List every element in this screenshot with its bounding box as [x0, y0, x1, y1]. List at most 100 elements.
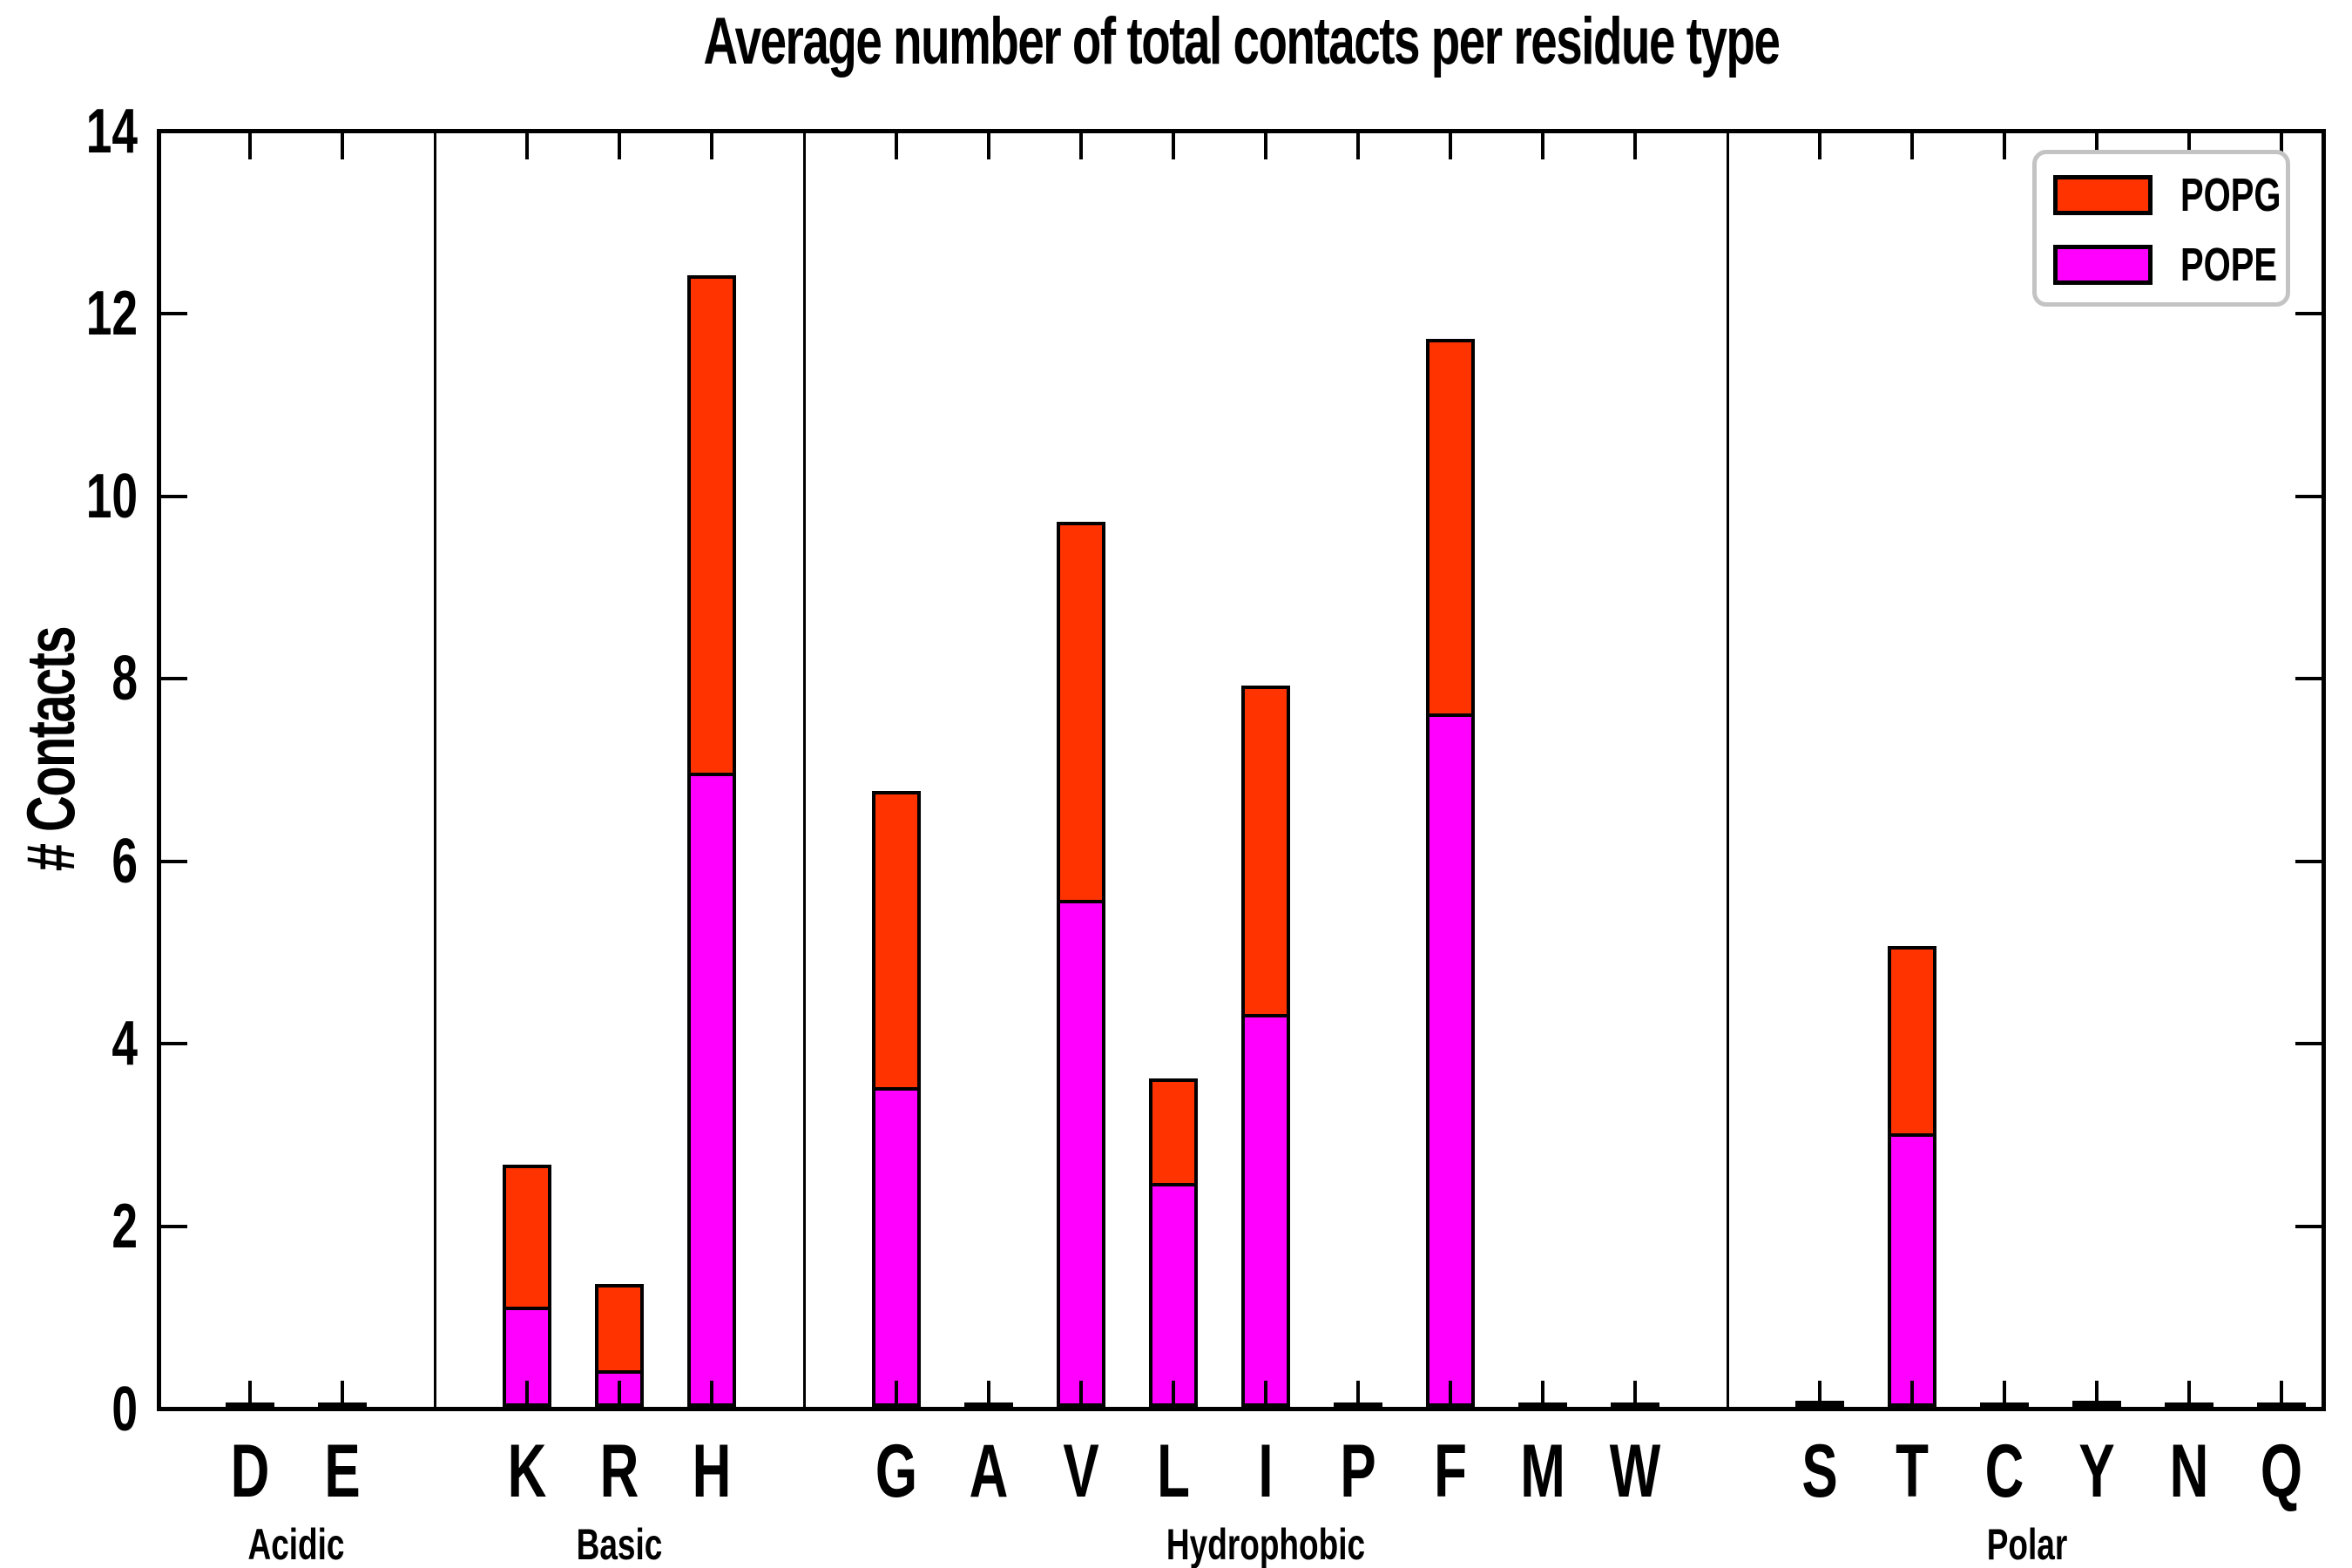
x-tick-bottom-E: [341, 1381, 344, 1407]
x-tick-label-E: E: [324, 1429, 361, 1513]
x-tick-label-L: L: [1157, 1429, 1190, 1513]
group-separator: [433, 133, 436, 1407]
group-label-basic: Basic: [576, 1520, 663, 1568]
y-tick-right: [2295, 1224, 2322, 1228]
x-tick-bottom-S: [1818, 1381, 1821, 1407]
x-tick-label-P: P: [1340, 1429, 1376, 1513]
x-tick-bottom-P: [1356, 1381, 1360, 1407]
x-tick-bottom-K: [525, 1381, 529, 1407]
x-tick-top-L: [1172, 133, 1175, 159]
y-tick-label: 12: [85, 279, 138, 349]
y-tick-right: [2295, 494, 2322, 498]
y-tick-right: [2295, 129, 2322, 133]
bar-segment-popg-V: [1060, 524, 1102, 904]
x-tick-top-W: [1633, 133, 1637, 159]
y-tick-right: [2295, 859, 2322, 863]
bar-V: [1057, 521, 1105, 1407]
x-tick-top-D: [248, 133, 252, 159]
x-tick-bottom-R: [618, 1381, 621, 1407]
x-tick-top-G: [895, 133, 898, 159]
y-tick-right: [2295, 312, 2322, 316]
x-tick-label-Y: Y: [2078, 1429, 2115, 1513]
x-tick-label-S: S: [1801, 1429, 1838, 1513]
y-tick-right: [2295, 1042, 2322, 1046]
x-tick-label-F: F: [1434, 1429, 1467, 1513]
group-separator: [802, 133, 806, 1407]
x-tick-label-R: R: [599, 1429, 639, 1513]
y-tick-right: [2295, 1407, 2322, 1411]
x-tick-label-H: H: [692, 1429, 732, 1513]
x-tick-top-E: [341, 133, 344, 159]
bar-I: [1241, 686, 1290, 1407]
bar-segment-popg-K: [506, 1168, 548, 1310]
y-tick-label: 6: [112, 826, 138, 896]
group-label-hydrophobic: Hydrophobic: [1166, 1520, 1366, 1568]
bar-R: [595, 1283, 644, 1407]
y-tick-right: [2295, 677, 2322, 681]
y-tick-label: 0: [112, 1374, 138, 1444]
x-tick-bottom-N: [2187, 1381, 2191, 1407]
x-tick-label-T: T: [1896, 1429, 1929, 1513]
y-tick-label: 2: [112, 1191, 138, 1261]
bar-H: [687, 274, 736, 1407]
x-tick-label-V: V: [1063, 1429, 1099, 1513]
bar-segment-popg-T: [1891, 949, 1933, 1137]
x-tick-bottom-W: [1633, 1381, 1637, 1407]
bar-T: [1888, 945, 1936, 1407]
bar-G: [872, 790, 921, 1407]
chart-title: Average number of total contacts per res…: [703, 4, 1781, 78]
y-tick-label: 14: [85, 96, 138, 166]
x-tick-bottom-I: [1264, 1381, 1267, 1407]
x-tick-top-M: [1541, 133, 1544, 159]
x-tick-label-W: W: [1609, 1429, 1661, 1513]
x-tick-bottom-M: [1541, 1381, 1544, 1407]
bar-segment-popg-I: [1245, 689, 1287, 1018]
y-tick-left: [161, 677, 187, 681]
x-tick-label-D: D: [230, 1429, 270, 1513]
x-tick-bottom-C: [2003, 1381, 2006, 1407]
bar-F: [1426, 339, 1475, 1407]
y-tick-left: [161, 859, 187, 863]
y-tick-label: 8: [112, 644, 138, 714]
y-tick-label: 10: [85, 461, 138, 531]
x-tick-bottom-L: [1172, 1381, 1175, 1407]
bar-segment-popg-H: [691, 278, 733, 776]
y-tick-left: [161, 312, 187, 316]
x-tick-label-A: A: [969, 1429, 1009, 1513]
group-label-polar: Polar: [1986, 1520, 2067, 1568]
x-tick-label-Q: Q: [2260, 1429, 2303, 1513]
bar-segment-popg-G: [875, 794, 917, 1092]
y-tick-label: 4: [112, 1009, 138, 1079]
x-tick-bottom-H: [710, 1381, 713, 1407]
x-tick-bottom-D: [248, 1381, 252, 1407]
x-tick-top-Q: [2280, 133, 2283, 159]
x-tick-label-N: N: [2169, 1429, 2209, 1513]
group-separator: [1726, 133, 1729, 1407]
legend: POPG POPE: [2032, 150, 2290, 307]
legend-label-popg: POPG: [2180, 169, 2281, 221]
bar-segment-popg-F: [1429, 342, 1471, 717]
y-tick-left: [161, 494, 187, 498]
x-tick-bottom-T: [1910, 1381, 1914, 1407]
x-tick-bottom-Y: [2095, 1381, 2099, 1407]
x-tick-top-T: [1910, 133, 1914, 159]
x-tick-bottom-F: [1449, 1381, 1452, 1407]
x-tick-top-I: [1264, 133, 1267, 159]
x-tick-top-C: [2003, 133, 2006, 159]
bar-segment-popg-R: [598, 1287, 640, 1375]
x-tick-top-S: [1818, 133, 1821, 159]
x-tick-label-I: I: [1258, 1429, 1274, 1513]
x-tick-bottom-Q: [2280, 1381, 2283, 1407]
x-tick-top-F: [1449, 133, 1452, 159]
y-tick-left: [161, 129, 187, 133]
legend-swatch-pope: [2053, 245, 2153, 285]
bar-K: [503, 1165, 551, 1407]
group-label-acidic: Acidic: [247, 1520, 345, 1568]
x-tick-label-G: G: [875, 1429, 918, 1513]
x-tick-top-N: [2187, 133, 2191, 159]
x-tick-top-Y: [2095, 133, 2099, 159]
x-tick-label-M: M: [1520, 1429, 1565, 1513]
x-tick-label-C: C: [1984, 1429, 2024, 1513]
x-tick-top-K: [525, 133, 529, 159]
